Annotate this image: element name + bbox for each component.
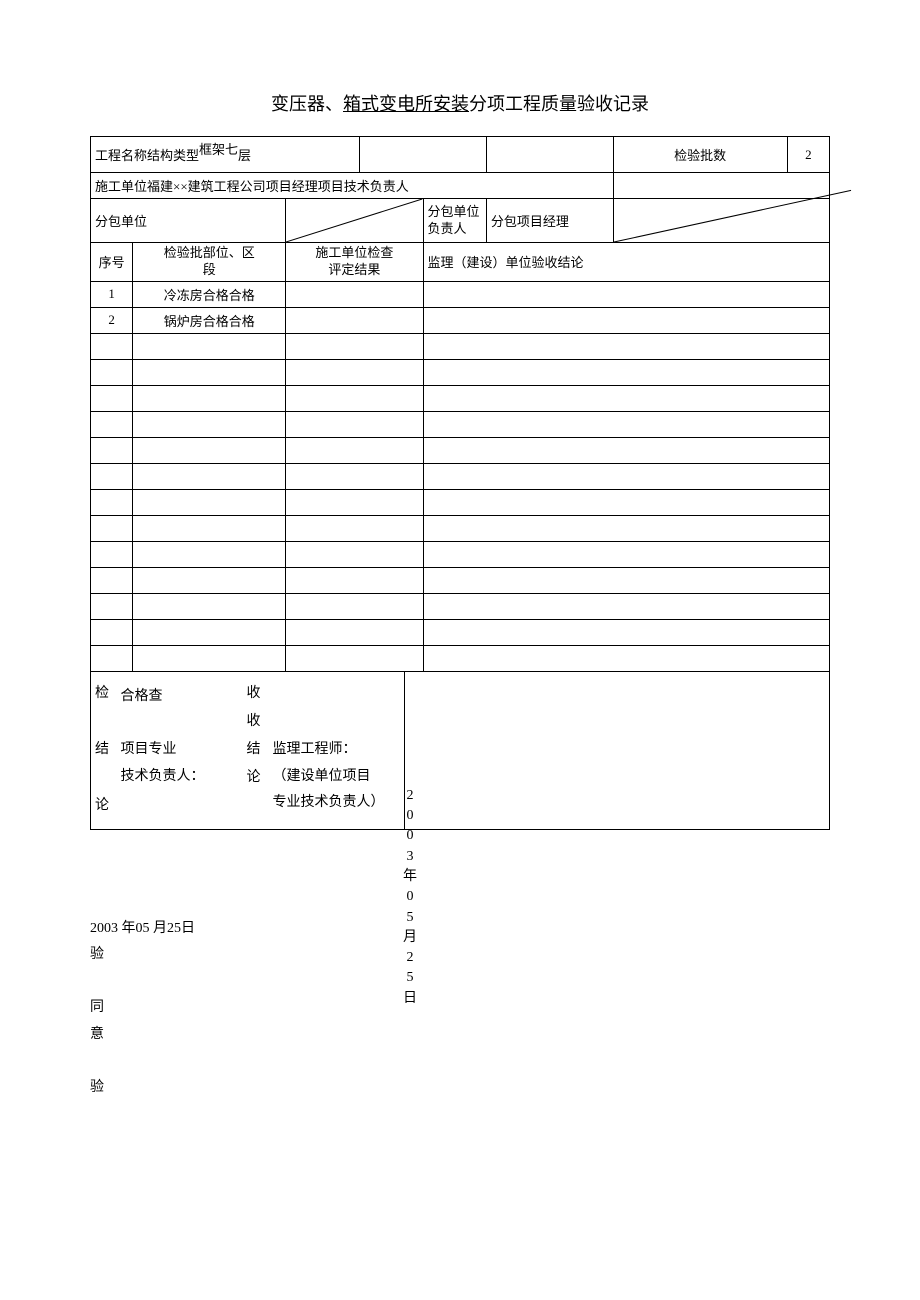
- diag-cell-1: [286, 199, 423, 243]
- date-left: 2003 年05 月25日: [90, 921, 195, 936]
- cell-part: 锅炉房合格合格: [133, 307, 286, 333]
- diagonal-line-icon: [614, 199, 830, 242]
- table-row-empty: [91, 489, 830, 515]
- table-row-empty: [91, 619, 830, 645]
- blank-cell-2: [486, 137, 613, 173]
- agree-char-2: 意: [90, 1027, 104, 1042]
- table-row-empty: [91, 359, 830, 385]
- conclusion-blank: [405, 672, 830, 829]
- table-row-empty: [91, 411, 830, 437]
- sub-responsible-cell: 分包单位负责人: [423, 199, 486, 243]
- verify-char: 验: [90, 947, 104, 962]
- conclusion-table: 检 结 论 合格查 项目专业 技术负责人： 收 收 结 论 监理工程师： （建设…: [90, 672, 830, 830]
- mid-vertical-label: 收 收 结 论: [243, 672, 265, 829]
- table-row-empty: [91, 515, 830, 541]
- title-underlined: 箱式变电所安装: [343, 94, 469, 114]
- col-part: 检验批部位、区 段: [133, 243, 286, 282]
- table-row: 1 冷冻房合格合格: [91, 281, 830, 307]
- supervisor-eng: 监理工程师：: [273, 742, 357, 757]
- verify-char-2: 验: [90, 1080, 104, 1095]
- project-structure-cell: 工程名称结构类型框架七层: [91, 137, 360, 173]
- agree-char-1: 同: [90, 1000, 104, 1015]
- status-text: 合格: [121, 689, 149, 704]
- structure-value: 框架七: [199, 142, 238, 157]
- owner-tech: （建设单位项目 专业技术负责人）: [273, 769, 385, 811]
- footer-block: 2003年05月25日 2003 年05 月25日 验 同 意 验: [90, 836, 830, 1136]
- cell-check: [286, 281, 423, 307]
- table-row-empty: [91, 463, 830, 489]
- left-vertical-label: 检 结 论: [91, 672, 113, 829]
- document-title: 变压器、箱式变电所安装分项工程质量验收记录: [90, 90, 830, 116]
- right-conclusion: 监理工程师： （建设单位项目 专业技术负责人）: [265, 672, 405, 829]
- floor-suffix: 层: [238, 148, 251, 163]
- cell-seq: 1: [91, 281, 133, 307]
- table-row-empty: [91, 437, 830, 463]
- table-row-empty: [91, 385, 830, 411]
- diagonal-line-icon: [286, 199, 422, 242]
- tech-lead-label: 项目技术负责人: [318, 179, 409, 194]
- vertical-date: 2003年05月25日: [400, 786, 420, 1009]
- blank-cell-3: [613, 173, 830, 199]
- table-row-empty: [91, 593, 830, 619]
- table-row-empty: [91, 567, 830, 593]
- left-conclusion: 合格查 项目专业 技术负责人：: [113, 672, 243, 829]
- table-row-empty: [91, 333, 830, 359]
- batch-value: 2: [787, 137, 829, 173]
- col-check: 施工单位检查 评定结果: [286, 243, 423, 282]
- project-label: 工程名称结构类型: [95, 148, 199, 163]
- table-row-empty: [91, 541, 830, 567]
- left-footer: 2003 年05 月25日 验 同 意 验: [90, 836, 400, 1102]
- tech-lead-sig: 项目专业 技术负责人：: [121, 742, 205, 784]
- title-suffix: 分项工程质量验收记录: [469, 94, 649, 114]
- sub-pm-label: 分包项目经理: [486, 199, 613, 243]
- col-supervisor: 监理（建设）单位验收结论: [423, 243, 830, 282]
- table-row-empty: [91, 645, 830, 671]
- cell-check: [286, 307, 423, 333]
- col-seq: 序号: [91, 243, 133, 282]
- main-table: 工程名称结构类型框架七层 检验批数 2 施工单位福建××建筑工程公司项目经理项目…: [90, 136, 830, 672]
- diag-cell-2: [613, 199, 830, 243]
- subcontractor-label: 分包单位: [91, 199, 286, 243]
- cell-part: 冷冻房合格合格: [133, 281, 286, 307]
- sub-resp-a: 分包单位: [428, 204, 480, 219]
- title-prefix: 变压器、: [271, 94, 343, 114]
- cell-supervisor: [423, 281, 830, 307]
- contractor-row: 施工单位福建××建筑工程公司项目经理项目技术负责人: [91, 173, 614, 199]
- pm-label: 项目经理: [266, 179, 318, 194]
- cell-supervisor: [423, 307, 830, 333]
- batch-label: 检验批数: [613, 137, 787, 173]
- contractor-value: 福建××建筑工程公司: [147, 179, 266, 194]
- cell-seq: 2: [91, 307, 133, 333]
- contractor-label: 施工单位: [95, 179, 147, 194]
- table-row: 2 锅炉房合格合格: [91, 307, 830, 333]
- blank-cell-1: [360, 137, 487, 173]
- sub-resp-b: 负责人: [428, 221, 467, 236]
